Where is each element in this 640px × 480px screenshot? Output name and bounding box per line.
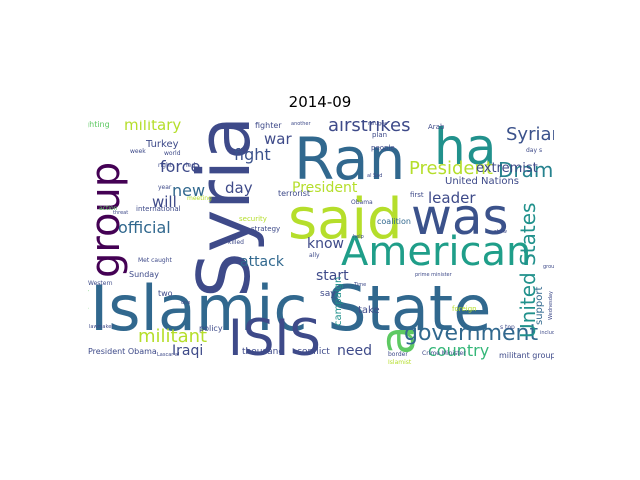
cloud-word-include: include: [540, 330, 554, 336]
cloud-word-ran: Ran: [294, 125, 406, 193]
cloud-word-war: war: [264, 130, 292, 148]
figure-title: 2014-09: [288, 93, 352, 111]
cloud-word-force: force: [160, 157, 201, 176]
cloud-word-new: new: [172, 181, 206, 200]
cloud-word-plan: plan: [372, 131, 388, 139]
cloud-word-syrian: Syrian: [506, 124, 554, 145]
cloud-word-fighter: fighter: [255, 121, 282, 130]
cloud-word-first: first: [410, 191, 424, 199]
cloud-word-sunday: Sunday: [129, 270, 159, 279]
cloud-word-year: year: [158, 184, 172, 191]
cloud-word-was: was: [411, 188, 509, 246]
cloud-word-country: country: [428, 341, 490, 360]
cloud-word-will: will: [152, 193, 177, 211]
cloud-word-airstrikes: airstrikes: [328, 120, 411, 136]
cloud-word-al-sad: al Sad: [367, 173, 383, 179]
cloud-word-action: action: [99, 205, 118, 212]
cloud-word-fight: fight: [234, 145, 271, 164]
cloud-word-say: say: [320, 289, 336, 299]
cloud-word-two: two: [158, 289, 173, 298]
cloud-word-conflict: conflict: [297, 347, 330, 357]
cloud-word-thousand: thousand: [242, 347, 285, 357]
cloud-word-islamist: Islamist: [388, 359, 412, 366]
cloud-word-take: take: [358, 305, 380, 316]
cloud-word-arab: Arab: [428, 123, 445, 131]
cloud-word-meeting: meeting: [187, 195, 212, 202]
cloud-word-show: show: [494, 229, 507, 235]
cloud-word-fighting: fighting: [88, 120, 110, 129]
cloud-word-threat: threat: [113, 210, 129, 216]
cloud-word-security: security: [239, 215, 267, 223]
cloud-word-top-story: top story: [88, 288, 89, 315]
cloud-word-foreign: foreign: [452, 305, 477, 313]
cloud-word-lascar-al: Lascar al: [157, 352, 180, 358]
cloud-word-terrorist: terrorist: [278, 189, 311, 198]
cloud-word-government: government: [404, 321, 539, 346]
cloud-word-border: border: [388, 351, 408, 358]
cloud-word-day: day: [225, 179, 253, 197]
cloud-word-refugee: refugee: [368, 121, 388, 127]
cloud-word-policy: policy: [199, 324, 223, 333]
cloud-word-ally: ally: [309, 252, 320, 259]
cloud-word-coalition: coalition: [377, 217, 411, 226]
cloud-word-week: week: [130, 148, 146, 155]
cloud-word-lawmaker: lawmaker: [89, 324, 114, 330]
cloud-word-another: another: [291, 121, 311, 127]
cloud-word-killed: killed: [228, 239, 244, 246]
cloud-word-world: world: [164, 150, 181, 157]
cloud-word-led: led: [186, 162, 196, 169]
cloud-word-know: know: [307, 236, 344, 252]
cloud-word-one: one: [181, 300, 191, 306]
cloud-word-militant: militant: [138, 326, 208, 347]
cloud-word-militant-group: militant group: [499, 351, 554, 360]
cloud-word-leader: leader: [428, 189, 476, 207]
cloud-word-start: start: [316, 268, 349, 284]
cloud-word-help: help: [353, 234, 364, 240]
cloud-word-iraqi: Iraqi: [172, 343, 204, 359]
cloud-word-obama: Obama: [351, 199, 373, 206]
cloud-word-turkey: Turkey: [146, 139, 179, 150]
cloud-word-prime-minister: prime minister: [415, 272, 452, 278]
cloud-word-need: need: [337, 343, 372, 359]
cloud-word-said: said: [288, 187, 403, 252]
cloud-word-crime-minister: Crime Minister: [422, 350, 466, 357]
cloud-word-united-nations: United Nations: [445, 176, 520, 187]
cloud-word-isis: ISIS: [228, 309, 321, 366]
cloud-word-s-top: s top: [500, 324, 515, 331]
cloud-word-right: right: [158, 162, 173, 169]
cloud-word-attack: attack: [240, 254, 284, 270]
cloud-word-american: American: [341, 229, 532, 275]
cloud-word-extremist: extremist: [476, 161, 538, 176]
cloud-word-president-obama: President Obama: [88, 347, 157, 356]
cloud-word-people: people: [371, 144, 395, 152]
cloud-word-islamic-state: Islamic State: [90, 272, 492, 345]
cloud-word-support: support: [534, 286, 545, 325]
cloud-word-international: international: [136, 205, 181, 213]
cloud-word-wednesday: Wednesday: [548, 291, 554, 320]
cloud-word-western: Western: [88, 280, 113, 287]
cloud-word-time: Time: [354, 282, 367, 288]
cloud-word-met-caught: Met caught: [138, 257, 172, 264]
cloud-word-drama: Drama: [498, 158, 554, 182]
cloud-word-ha: ha: [434, 120, 497, 176]
word-cloud: Islamic State Syria said was Ran ha Amer…: [88, 120, 554, 366]
cloud-word-day-s: day s: [526, 147, 543, 154]
cloud-word-military: military: [124, 120, 182, 134]
cloud-word-official: official: [118, 218, 171, 237]
cloud-word-strategy: strategy: [251, 225, 281, 233]
cloud-word-president: President: [409, 158, 493, 179]
cloud-word-ground: ground: [543, 264, 554, 270]
cloud-word-campaign: campaign: [333, 276, 344, 326]
cloud-word-president-2: President: [292, 180, 358, 196]
